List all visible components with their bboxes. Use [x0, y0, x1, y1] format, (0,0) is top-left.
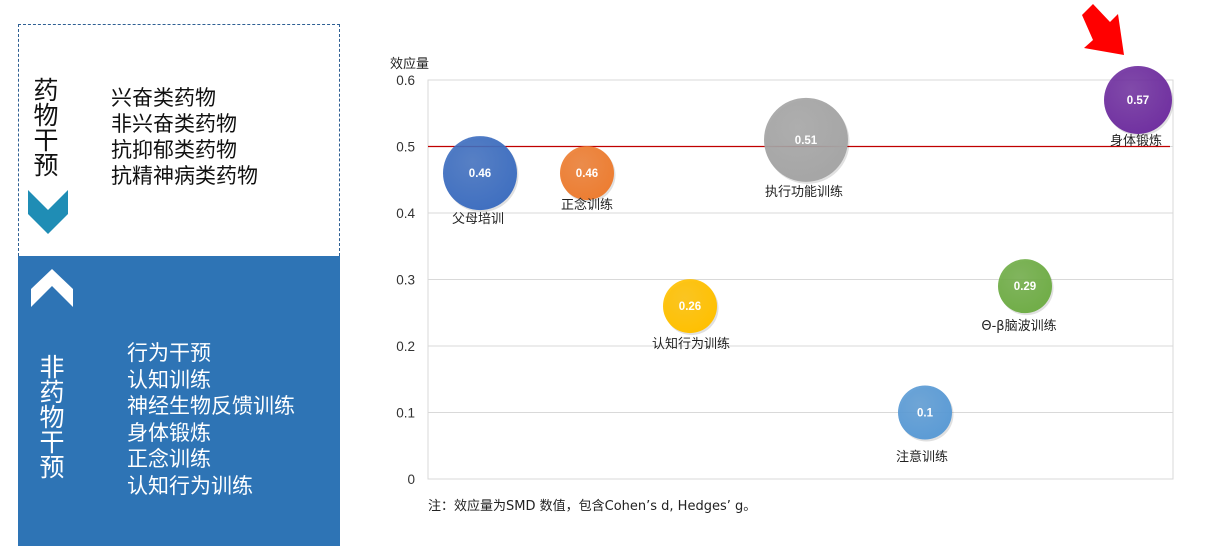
bubble-value-label: 0.46 — [469, 168, 491, 180]
highlight-arrow-icon — [1082, 4, 1124, 55]
title-char: 物 — [39, 403, 65, 432]
bubble-value-label: 0.57 — [1127, 95, 1149, 107]
y-tick-label: 0.1 — [396, 406, 415, 421]
pharm-intervention-panel — [18, 24, 340, 256]
title-char: 干 — [33, 126, 59, 155]
title-char: 物 — [33, 101, 59, 130]
list-item: 认知训练 — [127, 367, 211, 392]
bubble-value-label: 0.1 — [917, 408, 934, 420]
bubble-category-label: 身体锻炼 — [1110, 133, 1162, 149]
pharm-intervention-title: 药 物 干 预 — [32, 78, 60, 178]
list-item: 抗精神病类药物 — [111, 164, 258, 188]
y-tick-label: 0.3 — [396, 273, 415, 288]
bubble — [1104, 65, 1172, 134]
y-tick-label: 0.6 — [396, 73, 415, 88]
bubble-category-label: Θ-β脑波训练 — [981, 319, 1056, 334]
chevron-up-icon — [31, 269, 73, 307]
bubble-category-label: 认知行为训练 — [652, 336, 730, 352]
bubble-value-label: 0.46 — [576, 168, 598, 180]
chart-footnote: 注：效应量为SMD 数值，包含Cohen’s d, Hedges’ g。 — [428, 499, 757, 514]
bubble-value-label: 0.26 — [679, 301, 701, 313]
list-item: 抗抑郁类药物 — [111, 138, 237, 162]
bubble-value-label: 0.51 — [795, 135, 818, 147]
chevron-down-icon — [28, 190, 68, 234]
bubble — [898, 385, 952, 440]
y-tick-label: 0.4 — [396, 206, 415, 221]
title-char: 药 — [33, 76, 59, 105]
y-tick-label: 0.2 — [396, 339, 415, 354]
bubble-category-label: 正念训练 — [561, 197, 613, 213]
bubble — [998, 259, 1052, 314]
bubble — [764, 97, 848, 182]
list-item: 身体锻炼 — [127, 420, 211, 445]
nonpharm-intervention-title: 非 药 物 干 预 — [38, 355, 66, 480]
nonpharm-method-list: 行为干预 认知训练 神经生物反馈训练 身体锻炼 正念训练 认知行为训练 — [127, 340, 295, 499]
bubbles: 0.46 父母培训 0.46 正念训练 0.26 认知行为训练 0.51 执行功能训练 0.1 注… — [443, 65, 1174, 465]
bubble-value-label: 0.29 — [1014, 281, 1036, 293]
title-char: 预 — [39, 453, 65, 482]
y-tick-label: 0 — [407, 472, 415, 487]
bubble — [443, 136, 517, 211]
bubble — [663, 279, 717, 334]
list-item: 非兴奋类药物 — [111, 112, 237, 136]
title-char: 预 — [33, 151, 59, 180]
y-tick-labels: 0 0.1 0.2 0.3 0.4 0.5 0.6 — [396, 73, 415, 487]
list-item: 神经生物反馈训练 — [127, 394, 295, 418]
y-tick-label: 0.5 — [396, 140, 415, 155]
list-item: 兴奋类药物 — [111, 86, 216, 110]
y-axis-label: 效应量 — [390, 56, 429, 72]
title-char: 药 — [39, 378, 65, 407]
pharm-drug-list: 兴奋类药物 非兴奋类药物 抗抑郁类药物 抗精神病类药物 — [111, 85, 258, 189]
title-char: 干 — [39, 428, 65, 457]
list-item: 正念训练 — [127, 447, 211, 471]
list-item: 行为干预 — [127, 341, 211, 365]
list-item: 认知行为训练 — [127, 473, 253, 498]
bubble-category-label: 父母培训 — [452, 211, 504, 227]
red-arrow-icon — [1082, 4, 1124, 55]
bubble — [560, 146, 614, 201]
bubble-category-label: 注意训练 — [896, 449, 948, 465]
bubble-category-label: 执行功能训练 — [765, 185, 843, 200]
title-char: 非 — [39, 353, 65, 382]
